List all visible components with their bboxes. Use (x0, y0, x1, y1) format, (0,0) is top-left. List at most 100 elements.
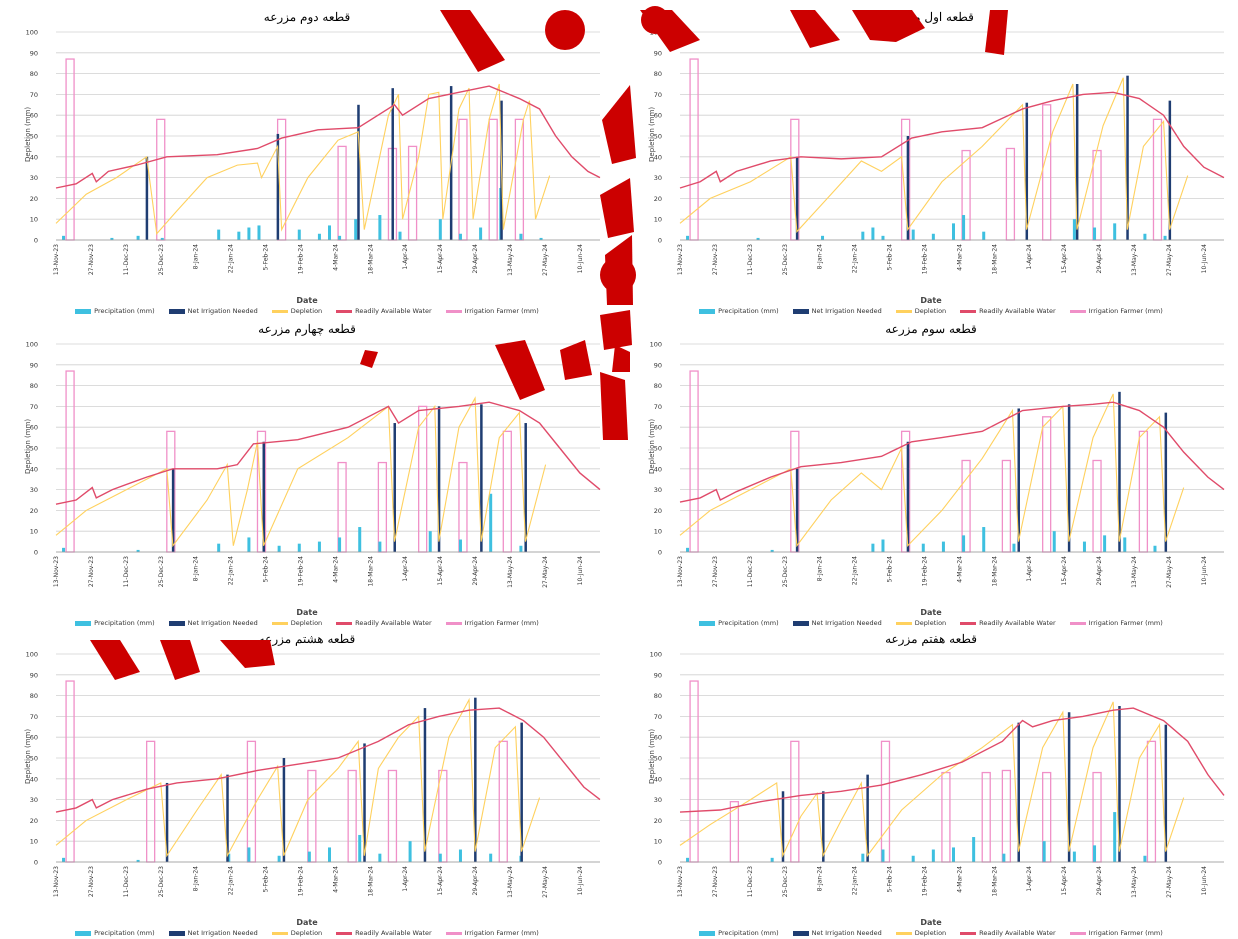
x-tick-label: 25-Dec-23 (158, 866, 165, 897)
x-tick-label: 19-Feb-24 (921, 556, 928, 586)
legend-swatch (895, 621, 912, 625)
x-tick-label: 25-Dec-23 (782, 556, 789, 587)
chart-panel-field-4: قطعه چهارم مزرعه 0 10 20 30 40 50 60 70 80 90 100 13… (0, 322, 614, 629)
y-tick-label: 90 (654, 671, 662, 679)
y-tick-label: 90 (30, 49, 38, 57)
x-tick-label: 1-Apr-24 (402, 244, 409, 270)
precipitation-bar (237, 231, 241, 240)
precipitation-bar (1072, 851, 1076, 862)
irrigation-farmer-bar (1001, 459, 1012, 553)
legend-swatch (445, 621, 462, 625)
precipitation-bar (247, 227, 251, 240)
irrigation-farmer-bar (146, 740, 156, 863)
precipitation-bar (1113, 812, 1117, 862)
legend-item: Net Irrigation Needed (168, 929, 258, 937)
precipitation-bar (62, 857, 66, 862)
x-tick-label: 10-Jun-24 (577, 556, 584, 585)
legend-label: Net Irrigation Needed (187, 619, 258, 627)
legend-label: Readily Available Water (355, 307, 432, 315)
net-irrigation-bar (906, 441, 910, 552)
x-tick-label: 13-May-24 (1131, 866, 1138, 898)
y-tick-label: 70 (654, 91, 662, 99)
legend-item: Readily Available Water (960, 619, 1056, 627)
x-tick-label: 13-Nov-23 (677, 556, 684, 587)
y-axis-title: Depletion (mm) (648, 106, 656, 162)
legend-label: Irrigation Farmer (mm) (464, 619, 539, 627)
irrigation-farmer-bar (458, 461, 468, 553)
precipitation-bar (160, 237, 164, 240)
legend-label: Irrigation Farmer (mm) (1088, 619, 1163, 627)
precipitation-bar (328, 847, 331, 862)
precipitation-bar (217, 229, 221, 240)
irrigation-farmer-bar (418, 405, 428, 553)
precipitation-bar (519, 233, 523, 240)
y-tick-label: 30 (30, 796, 38, 804)
irrigation-farmer-bar (1138, 430, 1149, 553)
x-tick-label: 8-Jan-24 (817, 556, 824, 582)
legend-swatch (336, 309, 353, 313)
y-tick-label: 60 (30, 734, 38, 742)
x-tick-label: 29-Apr-24 (472, 866, 479, 896)
y-axis-title: Depletion (mm) (24, 106, 32, 162)
precipitation-bar (257, 225, 261, 240)
x-tick-label: 13-May-24 (507, 556, 514, 588)
y-tick-label: 100 (650, 651, 662, 659)
precipitation-bar (539, 237, 543, 240)
readily-available-water-line (55, 707, 601, 813)
net-irrigation-bar (474, 697, 477, 862)
x-tick-label: 22-Jan-24 (228, 556, 235, 585)
legend-swatch (960, 931, 977, 935)
depletion-line (55, 697, 541, 858)
legend-item: Precipitation (mm) (75, 619, 155, 627)
precipitation-bar (398, 231, 402, 240)
legend-swatch (960, 621, 977, 625)
irrigation-farmer-bar (1092, 149, 1102, 241)
irrigation-farmer-bar (65, 370, 75, 553)
legend-swatch (445, 309, 462, 313)
y-tick-label: 50 (30, 133, 38, 141)
x-tick-label: 1-Apr-24 (1026, 244, 1033, 270)
y-axis-title: Depletion (mm) (648, 728, 656, 784)
chart-panel-field-2: قطعه دوم مزرعه 0 10 20 30 40 50 60 70 80 90 100 13-N… (0, 10, 614, 317)
legend-label: Readily Available Water (979, 307, 1056, 315)
net-irrigation-bar (1168, 100, 1172, 240)
legend-swatch (792, 620, 809, 626)
y-tick-label: 0 (658, 549, 662, 557)
y-tick-label: 20 (30, 507, 38, 515)
legend-label: Depletion (914, 929, 947, 937)
x-tick-label: 27-May-24 (1166, 866, 1173, 898)
precipitation-bar (982, 527, 986, 552)
legend-swatch (699, 930, 716, 936)
readily-available-water-line (55, 85, 601, 189)
x-tick-label: 1-Apr-24 (1026, 866, 1033, 892)
precipitation-bar (217, 543, 221, 552)
y-tick-label: 30 (654, 486, 662, 494)
legend-swatch (1069, 931, 1086, 935)
legend-label: Readily Available Water (979, 619, 1056, 627)
chart-title: قطعه چهارم مزرعه (258, 322, 356, 336)
x-tick-label: 10-Jun-24 (1201, 244, 1208, 273)
irrigation-farmer-bar (689, 370, 699, 553)
legend-swatch (792, 308, 809, 314)
precipitation-bar (881, 235, 885, 240)
irrigation-farmer-bar (307, 769, 317, 863)
precipitation-bar (338, 537, 342, 552)
x-tick-label: 5-Feb-24 (887, 556, 894, 583)
x-tick-label: 5-Feb-24 (263, 244, 270, 271)
legend-swatch (75, 620, 92, 626)
y-tick-label: 30 (654, 174, 662, 182)
x-tick-label: 27-Nov-23 (88, 556, 95, 587)
precipitation-bar (277, 545, 281, 552)
precipitation-bar (378, 853, 382, 862)
precipitation-bar (297, 543, 301, 552)
x-tick-label: 18-Mar-24 (367, 244, 374, 275)
precipitation-bar (458, 849, 462, 862)
y-tick-label: 80 (654, 70, 662, 78)
legend-item: Readily Available Water (960, 929, 1056, 937)
chart-svg: 0 10 20 30 40 50 60 70 80 90 100 13-Nov-23 27-Nov-23… (650, 341, 1225, 588)
x-tick-label: 13-May-24 (507, 244, 514, 276)
y-axis-title: Depletion (mm) (24, 728, 32, 784)
legend-item: Depletion (895, 619, 946, 627)
precipitation-bar (358, 834, 362, 862)
irrigation-farmer-bar (941, 771, 951, 863)
